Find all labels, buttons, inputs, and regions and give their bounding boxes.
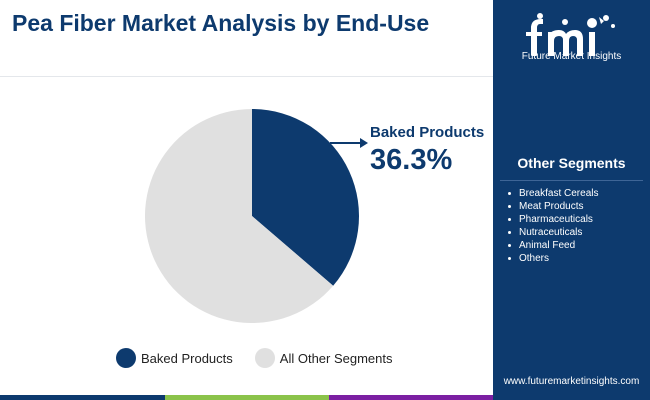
bottom-color-bar	[0, 395, 493, 400]
list-item: Animal Feed	[508, 239, 650, 252]
bar-segment-1	[0, 395, 165, 400]
segment-label: Meat Products	[519, 201, 584, 212]
legend-swatch-other-segments	[254, 348, 275, 368]
bullet-icon	[508, 192, 511, 195]
legend: Baked Products All Other Segments	[116, 348, 415, 368]
pie-slice-all-other-segments	[144, 108, 334, 323]
segment-label: Pharmaceuticals	[519, 214, 593, 225]
bullet-icon	[508, 257, 511, 260]
legend-item-other-segments: All Other Segments	[254, 348, 393, 368]
bar-segment-2	[165, 395, 329, 400]
segments-title: Other Segments	[500, 146, 643, 181]
segment-label: Nutraceuticals	[519, 227, 583, 238]
callout-label: Baked Products	[370, 124, 485, 141]
segment-label: Animal Feed	[519, 240, 576, 251]
segment-label: Breakfast Cereals	[519, 188, 599, 199]
list-item: Meat Products	[508, 200, 650, 213]
segments-list: Breakfast Cereals Meat Products Pharmace…	[500, 187, 650, 265]
header-divider	[0, 76, 493, 77]
bullet-icon	[508, 244, 511, 247]
legend-swatch-baked-products	[116, 348, 136, 368]
fmi-logo-icon	[526, 13, 615, 56]
bullet-icon	[508, 205, 511, 208]
bullet-icon	[508, 218, 511, 221]
brand-name: Future Market Insights	[521, 51, 622, 62]
other-segments-panel: Other Segments Breakfast Cereals Meat Pr…	[500, 146, 650, 265]
list-item: Others	[508, 252, 650, 265]
list-item: Nutraceuticals	[508, 226, 650, 239]
list-item: Breakfast Cereals	[508, 187, 650, 200]
segment-label: Others	[519, 253, 550, 264]
website-link[interactable]: www.futuremarketinsights.com	[503, 376, 640, 387]
header: Pea Fiber Market Analysis by End-Use	[0, 0, 493, 76]
bullet-icon	[508, 231, 511, 234]
callout-arrow-icon	[360, 138, 368, 148]
page-title: Pea Fiber Market Analysis by End-Use	[12, 10, 430, 36]
legend-item-baked-products: Baked Products	[116, 348, 233, 368]
callout-value: 36.3%	[370, 144, 453, 176]
sidebar: Future Market Insights	[493, 0, 650, 400]
list-item: Pharmaceuticals	[508, 213, 650, 226]
chart-area	[0, 77, 493, 395]
legend-label-other-segments: All Other Segments	[279, 350, 393, 366]
pie-chart	[144, 108, 368, 323]
bar-segment-3	[329, 395, 493, 400]
pie-slice-baked-products	[252, 109, 359, 286]
callout: Baked Products 36.3%	[370, 124, 484, 177]
legend-label-baked-products: Baked Products	[141, 350, 233, 366]
